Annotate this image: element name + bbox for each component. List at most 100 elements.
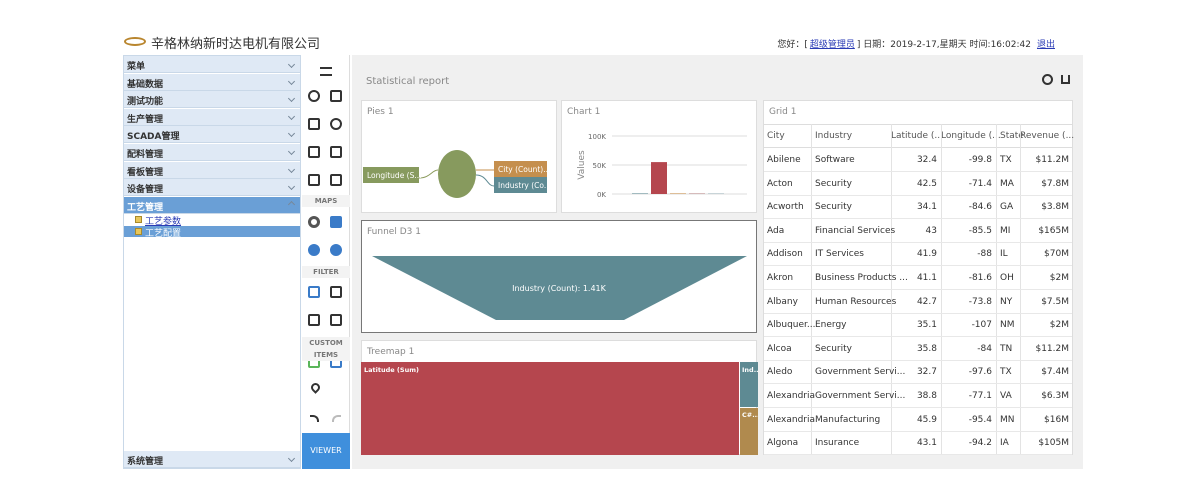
grid-cell: $11.2M (1035, 343, 1069, 354)
logo (124, 37, 146, 46)
menu-item[interactable]: 测试功能 (124, 91, 300, 109)
sub-item[interactable]: 工艺参数 (145, 217, 182, 227)
undo-icon[interactable] (310, 415, 319, 422)
grid-cell: TX (1000, 155, 1012, 165)
grid-cell: -85.5 (968, 225, 992, 236)
column-header[interactable]: State (1000, 131, 1024, 141)
grid-cell: MA (1000, 178, 1014, 189)
bar (632, 193, 648, 194)
viewer-button[interactable]: VIEWER (302, 433, 350, 469)
combo-icon[interactable] (308, 286, 320, 298)
menu-title: 菜单 (124, 56, 300, 73)
tree-icon (135, 216, 142, 223)
grid-cell: 34.1 (916, 202, 937, 213)
grid-cell: $3.8M (1041, 202, 1069, 213)
group-icon[interactable] (330, 174, 342, 186)
grid-row-line (764, 218, 1072, 220)
pie-map-icon[interactable] (330, 244, 342, 256)
bound-image-icon[interactable] (308, 174, 320, 186)
column-header[interactable]: City (767, 131, 785, 141)
grid-cell: 32.7 (916, 367, 937, 378)
grid-cell: -97.6 (968, 367, 992, 378)
menu-footer[interactable]: 系统管理 (124, 451, 300, 468)
range-icon[interactable] (330, 314, 342, 326)
funnel-svg: Industry (Count): 1.41K (372, 256, 747, 320)
marker-icon[interactable] (309, 381, 322, 394)
grid-cell: Addison (767, 249, 803, 260)
grid-cell: 35.1 (916, 320, 937, 331)
grid-cell: VA (1000, 391, 1012, 401)
pie-label: Longitude (S... (367, 171, 422, 180)
menu-item[interactable]: 设备管理 (124, 179, 300, 197)
grid-cell: $6.3M (1041, 391, 1069, 401)
text-icon[interactable] (308, 146, 320, 158)
grid-cell: 38.8 (916, 391, 937, 401)
grid-cell: -71.4 (968, 178, 992, 189)
geo-icon[interactable] (330, 216, 342, 228)
grid-cell: Business Products ... (815, 273, 908, 283)
menu-item[interactable]: SCADA管理 (124, 126, 300, 144)
grid-cell: Government Servi... (815, 391, 906, 401)
treemap-label: Ind... (742, 366, 758, 374)
export-icon[interactable] (1061, 75, 1070, 84)
column-header[interactable]: Revenue (... (1020, 131, 1075, 141)
list-icon[interactable] (330, 286, 342, 298)
grid-cell: Alexandria (767, 414, 816, 425)
company-name: 辛格林纳新时达电机有限公司 (151, 37, 321, 52)
grid-cell: Energy (815, 320, 847, 331)
connector (418, 169, 439, 179)
pie-icon[interactable] (308, 90, 320, 102)
redo-icon (332, 415, 341, 422)
grid-cell: $105M (1038, 438, 1069, 449)
palette-icon[interactable] (1042, 74, 1053, 85)
menu-item[interactable]: 看板管理 (124, 161, 300, 179)
grid-cell: -99.8 (968, 155, 992, 165)
grid-cell: Human Resources (815, 296, 897, 307)
panel-title: Treemap 1 (367, 347, 415, 357)
grid-cell: Government Servi... (815, 367, 906, 378)
column-header[interactable]: Longitude (... (941, 131, 1001, 141)
image-icon[interactable] (330, 146, 342, 158)
grid-cell: Akron (767, 273, 794, 283)
treemap-svg: Latitude (Sum) Ind... C#... (361, 362, 758, 455)
grid-cell: 32.4 (916, 155, 937, 165)
column-header[interactable]: Industry (815, 131, 853, 141)
column-header[interactable]: Latitude (... (891, 131, 943, 141)
grid-cell: Albany (767, 296, 798, 307)
grid-row-line (764, 430, 1072, 432)
tree-icon[interactable] (308, 314, 320, 326)
grid-cell: Insurance (815, 438, 860, 449)
menu-item[interactable]: 生产管理 (124, 108, 300, 126)
grid-cell: 42.5 (916, 178, 937, 189)
menu-item[interactable]: 工艺管理 (124, 196, 300, 214)
scatter-icon[interactable] (330, 90, 342, 102)
bubble-icon[interactable] (308, 244, 320, 256)
gauge-icon[interactable] (330, 118, 342, 130)
grid-cell: Manufacturing (815, 414, 881, 425)
panel-title: Pies 1 (367, 107, 394, 117)
grid-cell: -77.1 (968, 391, 992, 401)
treemap-label: Latitude (Sum) (364, 366, 419, 374)
map-icon[interactable] (308, 216, 320, 228)
toolbar-section: FILTER (302, 266, 350, 278)
grid-row-line (764, 359, 1072, 361)
pie-label: City (Count)... (498, 165, 550, 174)
grid-row-line (764, 407, 1072, 408)
header-user[interactable]: 超级管理员 (809, 40, 855, 50)
menu-icon[interactable] (320, 67, 332, 76)
toolbar (302, 55, 350, 469)
header-greeting: 您好：[ (777, 40, 808, 50)
menu-item[interactable]: 基础数据 (124, 73, 300, 91)
grid-cell: 41.1 (916, 273, 937, 283)
panel-title: Chart 1 (567, 107, 601, 117)
menu-item[interactable]: 配料管理 (124, 144, 300, 161)
treemap-label: C#... (742, 411, 758, 419)
grid-cell: 35.8 (916, 343, 937, 354)
pie-label: Industry (Co... (498, 181, 551, 190)
sub-item[interactable]: 工艺配置 (145, 228, 182, 239)
grid-cell: Acton (767, 178, 793, 189)
card-icon[interactable] (308, 118, 320, 130)
grid-cell: $16M (1044, 414, 1069, 425)
header-logout[interactable]: 退出 (1036, 40, 1055, 50)
